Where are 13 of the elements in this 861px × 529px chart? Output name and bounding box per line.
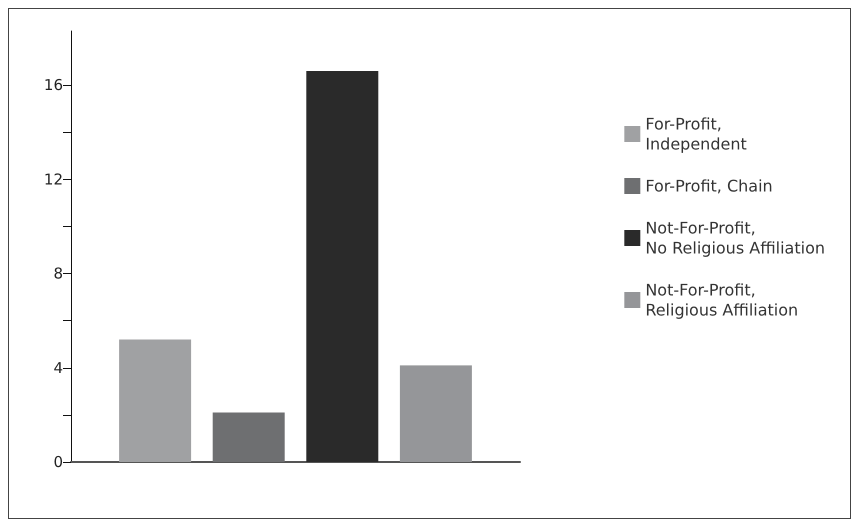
y-tick-label: 0 [53, 453, 63, 471]
legend-label: Not-For-Profit, Religious Affiliation [645, 280, 798, 320]
y-tick-label: 8 [53, 264, 63, 283]
y-tick-label: 16 [44, 76, 63, 94]
bar [400, 365, 472, 462]
y-tick-label: 4 [53, 358, 63, 377]
legend-label: For-Profit, Chain [645, 176, 773, 196]
bar [212, 412, 285, 462]
bar [119, 340, 192, 462]
legend-label: For-Profit, Independent [645, 114, 747, 154]
legend-label: Not-For-Profit, No Religious Affiliation [645, 218, 825, 258]
y-tick-label: 12 [44, 170, 63, 188]
bar [306, 71, 378, 462]
